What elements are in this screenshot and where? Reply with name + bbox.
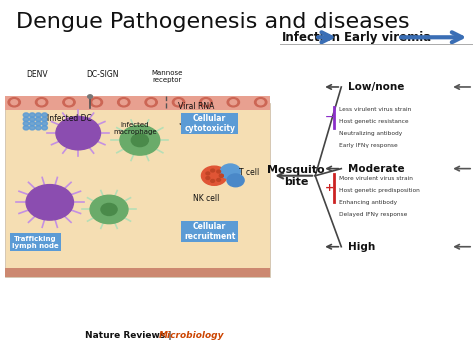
- Circle shape: [255, 98, 267, 107]
- Circle shape: [23, 121, 29, 126]
- Circle shape: [42, 126, 47, 130]
- Text: NK cell: NK cell: [193, 193, 220, 203]
- Text: Delayed IFNγ response: Delayed IFNγ response: [339, 212, 407, 217]
- Circle shape: [36, 98, 48, 107]
- Circle shape: [120, 125, 160, 155]
- Text: Cellular
cytotoxicity: Cellular cytotoxicity: [184, 114, 235, 133]
- Text: Infected
macrophage: Infected macrophage: [113, 122, 157, 135]
- Circle shape: [56, 116, 100, 150]
- Circle shape: [29, 121, 35, 126]
- Circle shape: [36, 126, 41, 130]
- Circle shape: [38, 100, 45, 105]
- Text: DC-SIGN: DC-SIGN: [87, 70, 119, 79]
- Circle shape: [42, 121, 47, 126]
- Text: Viral RNA: Viral RNA: [178, 102, 214, 111]
- Circle shape: [63, 98, 75, 107]
- Circle shape: [201, 166, 227, 185]
- Circle shape: [42, 113, 47, 117]
- Circle shape: [66, 100, 73, 105]
- Text: Mosquito
bite: Mosquito bite: [267, 165, 325, 186]
- Circle shape: [173, 98, 185, 107]
- Text: Dengue Pathogenesis and diseases: Dengue Pathogenesis and diseases: [17, 12, 410, 32]
- Text: Nature Reviews |: Nature Reviews |: [85, 331, 175, 340]
- Circle shape: [211, 180, 215, 182]
- Text: −: −: [325, 111, 334, 121]
- Text: +: +: [325, 183, 334, 193]
- Circle shape: [206, 172, 210, 175]
- Circle shape: [90, 195, 128, 224]
- Text: Host genetic resistance: Host genetic resistance: [339, 119, 409, 124]
- Circle shape: [120, 100, 127, 105]
- Circle shape: [36, 121, 41, 126]
- Bar: [5, 268, 270, 277]
- FancyBboxPatch shape: [10, 233, 61, 251]
- Circle shape: [219, 174, 223, 177]
- Text: Early viremia: Early viremia: [344, 31, 431, 44]
- Text: Host genetic predisposition: Host genetic predisposition: [339, 188, 419, 193]
- Bar: [5, 96, 270, 110]
- Text: DENV: DENV: [26, 70, 48, 79]
- Circle shape: [217, 179, 220, 181]
- Circle shape: [29, 117, 35, 121]
- Circle shape: [23, 113, 29, 117]
- Circle shape: [217, 170, 220, 173]
- Circle shape: [202, 100, 209, 105]
- Circle shape: [11, 100, 18, 105]
- Circle shape: [42, 117, 47, 121]
- Circle shape: [220, 164, 240, 179]
- Circle shape: [36, 113, 41, 117]
- Circle shape: [227, 98, 239, 107]
- Circle shape: [29, 126, 35, 130]
- Bar: [5, 103, 270, 277]
- Text: Microbiology: Microbiology: [159, 331, 224, 340]
- Text: Enhancing antibody: Enhancing antibody: [339, 200, 397, 205]
- Circle shape: [23, 126, 29, 130]
- Circle shape: [131, 134, 148, 147]
- Text: High: High: [348, 242, 375, 252]
- Text: Infected DC: Infected DC: [47, 114, 92, 124]
- Circle shape: [200, 98, 212, 107]
- Circle shape: [93, 100, 100, 105]
- Text: Trafficking
lymph node: Trafficking lymph node: [12, 236, 59, 249]
- Text: Infection: Infection: [282, 31, 341, 44]
- Circle shape: [29, 113, 35, 117]
- Circle shape: [211, 169, 215, 172]
- Text: Mannose
receptor: Mannose receptor: [151, 70, 182, 83]
- Text: Early IFNγ response: Early IFNγ response: [339, 143, 398, 148]
- Circle shape: [23, 117, 29, 121]
- Text: Low/none: Low/none: [348, 82, 405, 92]
- Text: Neutralizing antibody: Neutralizing antibody: [339, 131, 402, 136]
- Circle shape: [145, 98, 157, 107]
- Circle shape: [90, 98, 102, 107]
- Circle shape: [230, 100, 237, 105]
- FancyBboxPatch shape: [181, 221, 238, 242]
- Circle shape: [148, 100, 155, 105]
- Circle shape: [257, 100, 264, 105]
- Text: Less virulent virus strain: Less virulent virus strain: [339, 106, 411, 111]
- Text: Cellular
recruitment: Cellular recruitment: [184, 222, 236, 241]
- Text: T cell: T cell: [239, 168, 260, 177]
- Circle shape: [26, 185, 73, 220]
- Circle shape: [101, 203, 117, 215]
- Circle shape: [36, 117, 41, 121]
- Circle shape: [88, 95, 92, 98]
- Circle shape: [219, 174, 223, 177]
- Circle shape: [8, 98, 20, 107]
- Text: Moderate: Moderate: [348, 164, 405, 174]
- Circle shape: [206, 177, 210, 180]
- Circle shape: [175, 100, 182, 105]
- Circle shape: [118, 98, 130, 107]
- Circle shape: [227, 174, 244, 187]
- Text: More virulent virus strain: More virulent virus strain: [339, 176, 413, 181]
- FancyBboxPatch shape: [181, 113, 238, 134]
